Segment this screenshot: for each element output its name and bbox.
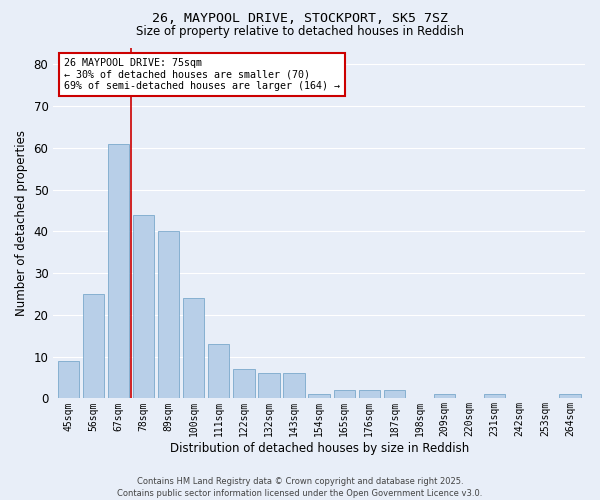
Bar bbox=[434, 394, 455, 398]
Bar bbox=[133, 214, 154, 398]
Bar bbox=[83, 294, 104, 399]
Bar bbox=[283, 374, 305, 398]
X-axis label: Distribution of detached houses by size in Reddish: Distribution of detached houses by size … bbox=[170, 442, 469, 455]
Text: 26, MAYPOOL DRIVE, STOCKPORT, SK5 7SZ: 26, MAYPOOL DRIVE, STOCKPORT, SK5 7SZ bbox=[152, 12, 448, 26]
Bar bbox=[384, 390, 405, 398]
Bar bbox=[58, 361, 79, 399]
Bar bbox=[259, 374, 280, 398]
Bar bbox=[559, 394, 581, 398]
Text: Contains HM Land Registry data © Crown copyright and database right 2025.
Contai: Contains HM Land Registry data © Crown c… bbox=[118, 476, 482, 498]
Text: 26 MAYPOOL DRIVE: 75sqm
← 30% of detached houses are smaller (70)
69% of semi-de: 26 MAYPOOL DRIVE: 75sqm ← 30% of detache… bbox=[64, 58, 340, 91]
Bar bbox=[233, 369, 254, 398]
Bar bbox=[158, 232, 179, 398]
Bar bbox=[108, 144, 129, 398]
Bar bbox=[359, 390, 380, 398]
Bar bbox=[484, 394, 505, 398]
Text: Size of property relative to detached houses in Reddish: Size of property relative to detached ho… bbox=[136, 25, 464, 38]
Bar bbox=[334, 390, 355, 398]
Bar bbox=[208, 344, 229, 399]
Bar bbox=[183, 298, 205, 398]
Bar bbox=[308, 394, 330, 398]
Y-axis label: Number of detached properties: Number of detached properties bbox=[15, 130, 28, 316]
